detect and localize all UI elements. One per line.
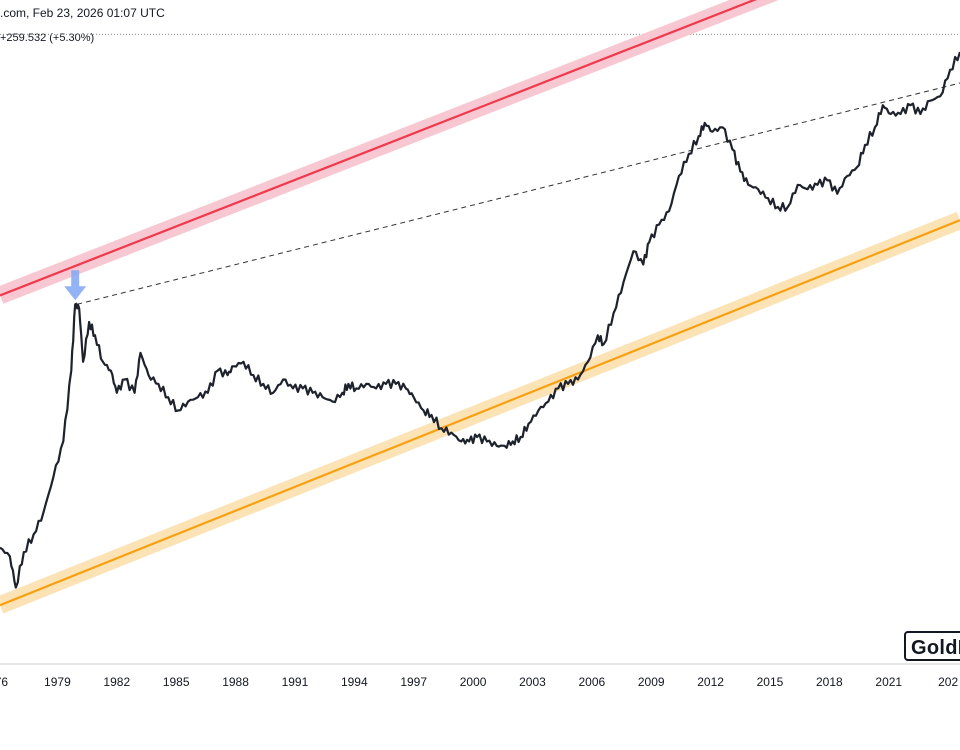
x-tick-label: 2021 xyxy=(875,675,902,689)
x-tick-label: 2018 xyxy=(816,675,843,689)
x-tick-label: 1988 xyxy=(222,675,249,689)
arrow-down-icon xyxy=(64,270,87,301)
price-line xyxy=(0,51,960,589)
watermark-logo: GoldP xyxy=(904,631,960,661)
lower-channel-line xyxy=(0,219,960,607)
x-tick-label: 1979 xyxy=(44,675,71,689)
x-tick-label: 1991 xyxy=(282,675,309,689)
x-tick-label: 1997 xyxy=(400,675,427,689)
x-tick-label: 2012 xyxy=(697,675,724,689)
x-tick-label: 2000 xyxy=(460,675,487,689)
x-tick-label: 1982 xyxy=(103,675,130,689)
upper-channel-band xyxy=(0,0,779,304)
source-timestamp: .com, Feb 23, 2026 01:07 UTC xyxy=(0,6,165,20)
x-tick-label: 1994 xyxy=(341,675,368,689)
x-tick-label: 2003 xyxy=(519,675,546,689)
price-series xyxy=(0,51,960,589)
channel-lines xyxy=(0,0,960,607)
price-change: +259.532 (+5.30%) xyxy=(0,32,95,44)
resistance-dashed-line xyxy=(77,82,960,305)
upper-channel-line xyxy=(0,0,758,297)
x-tick-label: 2015 xyxy=(757,675,784,689)
annotations xyxy=(64,270,87,301)
x-tick-label: 976 xyxy=(0,675,8,689)
x-tick-labels: 976 1979 1982 1985 1988 1991 1994 1997 2000 2003 2… xyxy=(0,675,958,689)
x-tick-label: 1985 xyxy=(163,675,190,689)
x-tick-label: 2009 xyxy=(638,675,665,689)
x-tick-label: 2006 xyxy=(578,675,605,689)
channel-bands xyxy=(0,0,960,614)
x-tick-label: 202 xyxy=(938,675,958,689)
